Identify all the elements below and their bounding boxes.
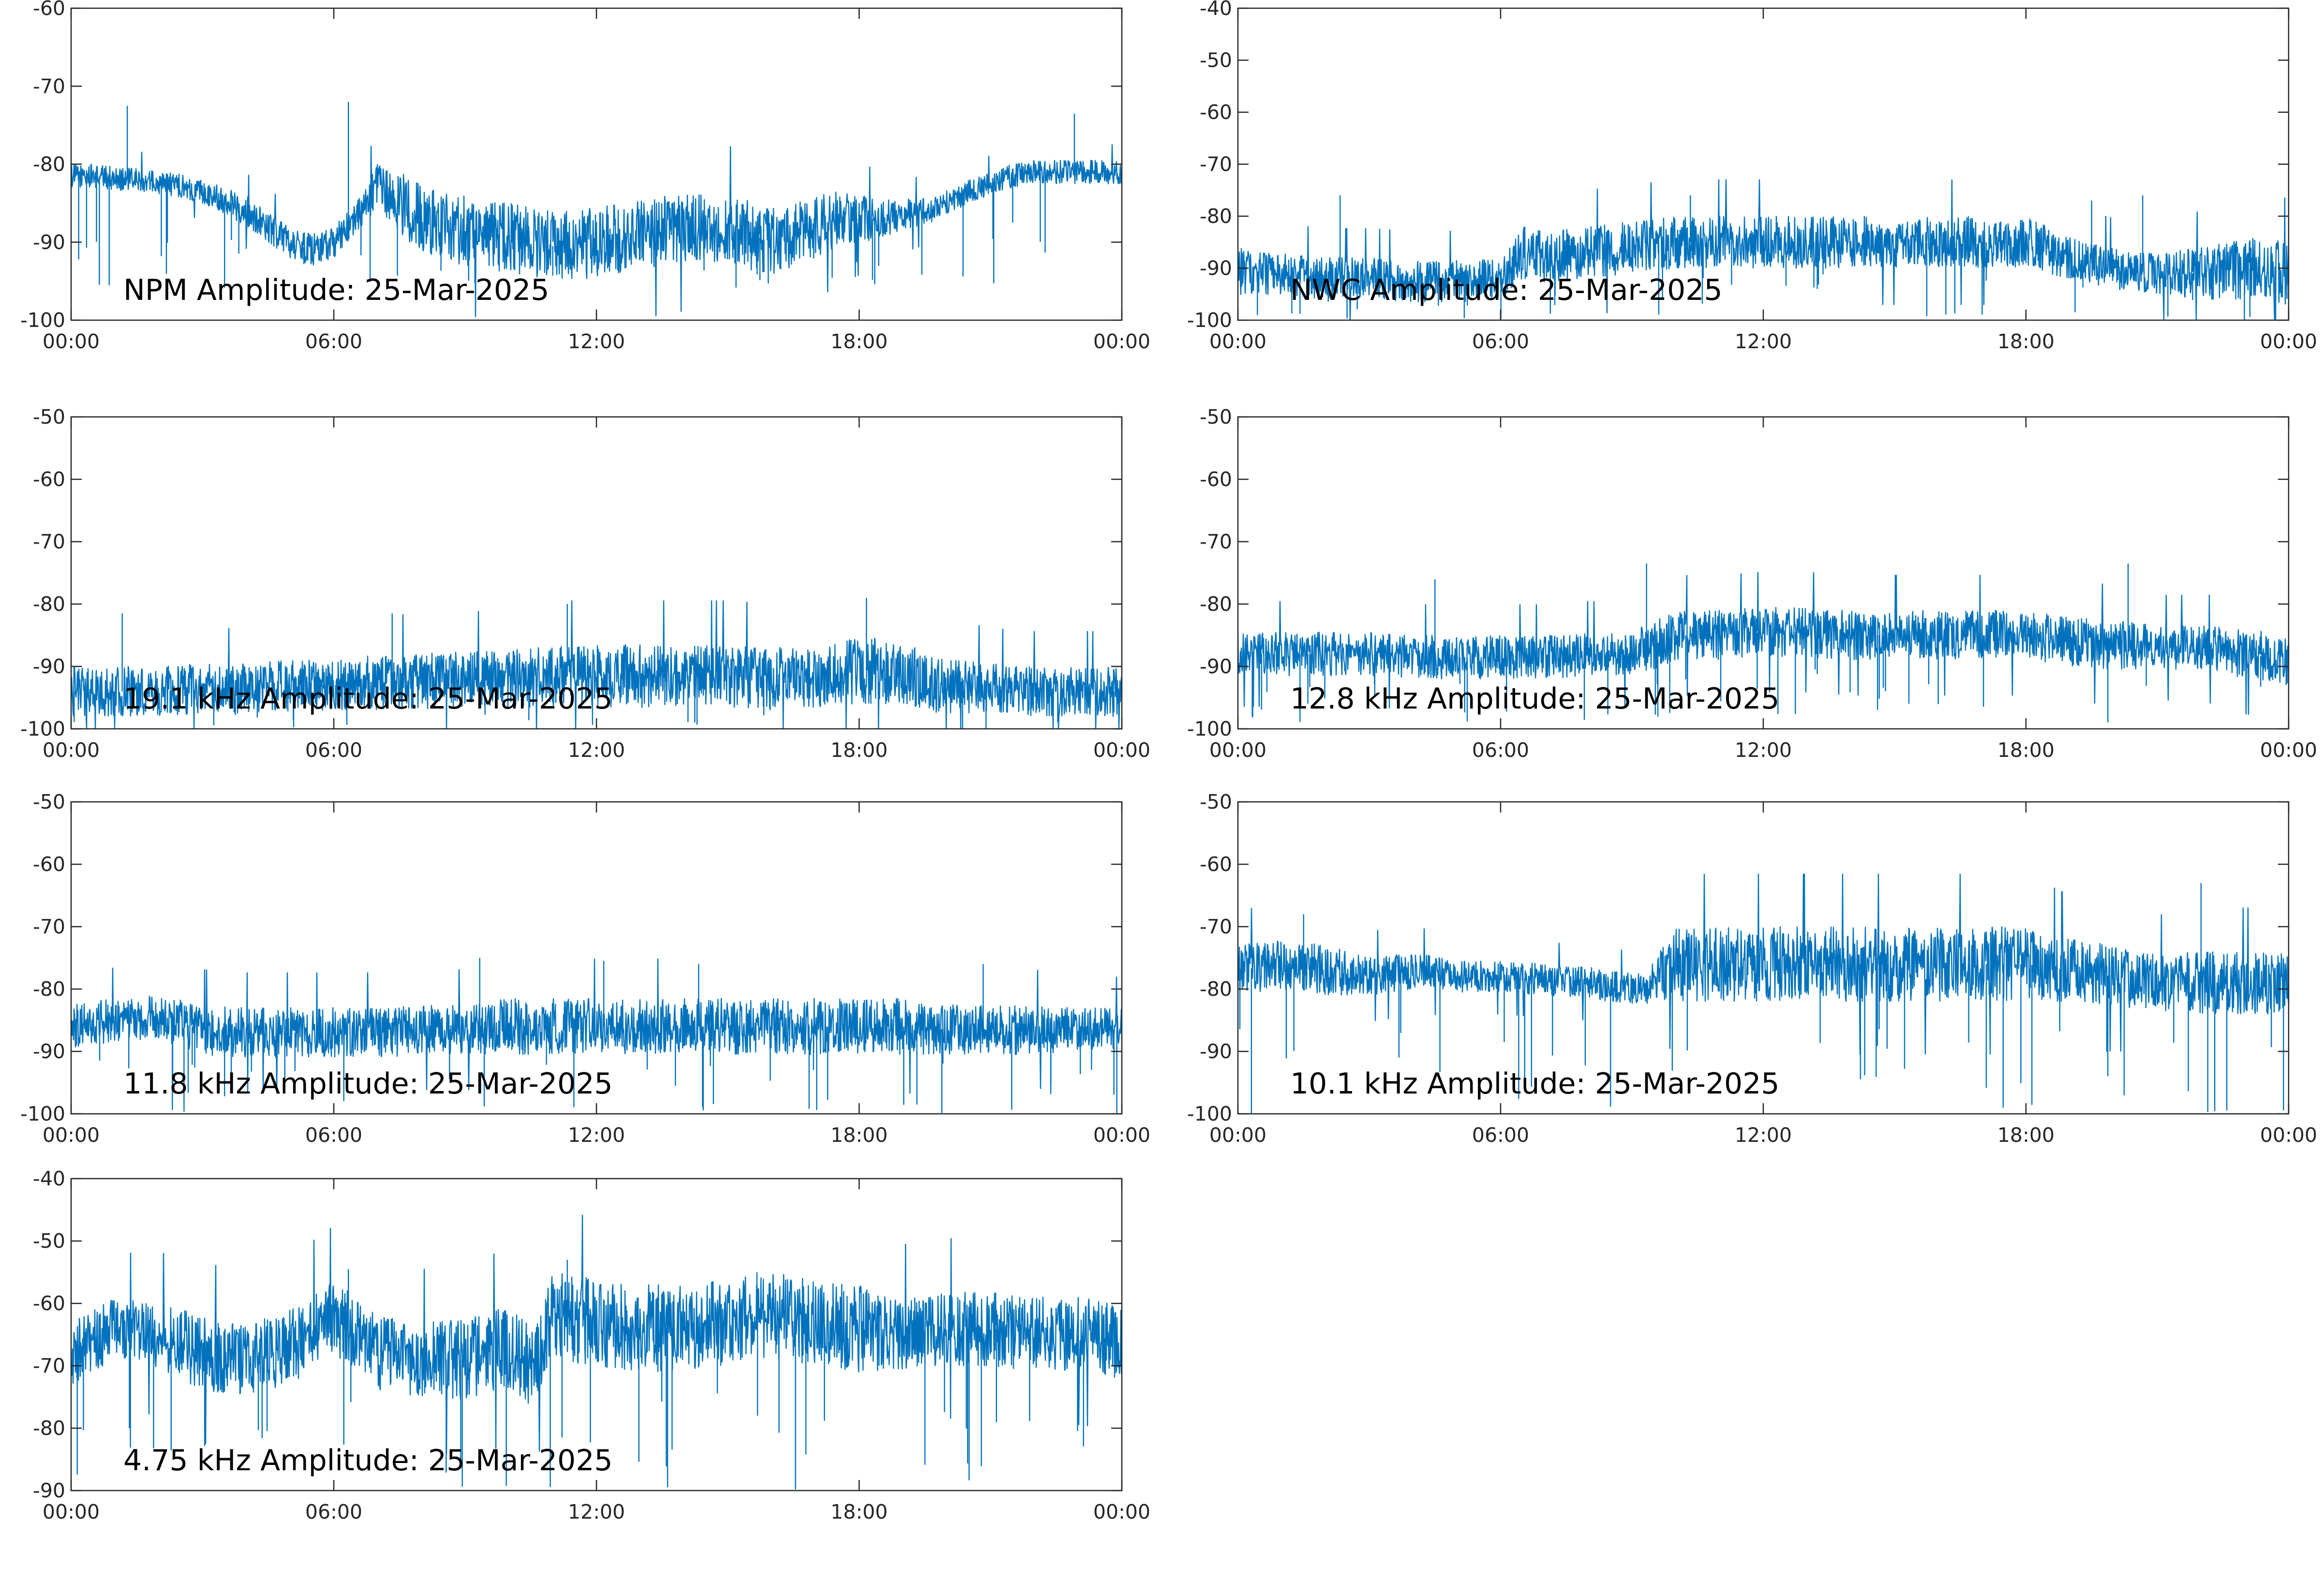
y-tick-label: -90 [1200, 257, 1232, 280]
y-tick-label: -80 [33, 153, 65, 176]
x-tick-label: 18:00 [831, 330, 888, 353]
x-tick-label: 00:00 [43, 330, 100, 353]
panel-label: NWC Amplitude: 25-Mar-2025 [1290, 273, 1723, 307]
panel-label: 10.1 kHz Amplitude: 25-Mar-2025 [1290, 1067, 1780, 1101]
panel-label: NPM Amplitude: 25-Mar-2025 [123, 273, 549, 307]
panel-label: 19.1 kHz Amplitude: 25-Mar-2025 [123, 682, 613, 716]
x-tick-label: 06:00 [305, 330, 362, 353]
y-tick-label: -100 [20, 309, 65, 332]
y-tick-label: -40 [1200, 0, 1232, 20]
y-tick-label: -70 [33, 915, 65, 938]
y-tick-label: -100 [1187, 1102, 1232, 1125]
x-tick-label: 12:00 [1735, 330, 1792, 353]
y-tick-label: -60 [1200, 101, 1232, 124]
y-tick-label: -100 [1187, 309, 1232, 332]
y-tick-label: -70 [1200, 153, 1232, 176]
y-tick-label: -60 [1200, 853, 1232, 876]
y-tick-label: -70 [1200, 530, 1232, 553]
x-tick-label: 18:00 [831, 739, 888, 762]
panel-1: -100 -90 -80 -70 -60 00:00 06:00 12:00 18:00 00:0… [20, 0, 1150, 353]
y-tick-label: -90 [1200, 655, 1232, 678]
x-tick-label: 00:00 [43, 739, 100, 762]
y-tick-label: -100 [20, 1102, 65, 1125]
x-tick-label: 06:00 [305, 739, 362, 762]
x-tick-label: 18:00 [831, 1500, 888, 1523]
x-tick-label: 00:00 [1093, 739, 1150, 762]
x-tick-label: 12:00 [568, 739, 625, 762]
x-tick-label: 00:00 [1093, 330, 1150, 353]
panel-7: -90 -80 -70 -60 -50 -40 00:00 06:00 12:00 18:00 00… [33, 1167, 1150, 1523]
y-tick-label: -60 [33, 0, 65, 20]
x-tick-label: 00:00 [1209, 330, 1266, 353]
y-tick-label: -50 [1200, 49, 1232, 72]
y-tick-label: -80 [33, 977, 65, 1001]
x-tick-label: 00:00 [43, 1500, 100, 1523]
y-tick-label: -80 [1200, 977, 1232, 1001]
panel-5: -100 -90 -80 -70 -60 -50 00:00 06:00 12:00 18:00 0… [20, 790, 1150, 1147]
x-tick-label: 06:00 [1472, 330, 1529, 353]
x-tick-label: 18:00 [1997, 1123, 2054, 1147]
amplitude-series-line [71, 1214, 1122, 1490]
panel-6: -100 -90 -80 -70 -60 -50 00:00 06:00 12:00 18:00 0… [1187, 790, 2317, 1147]
x-tick-label: 00:00 [1093, 1500, 1150, 1523]
x-tick-label: 12:00 [568, 1500, 625, 1523]
x-tick-label: 06:00 [1472, 739, 1529, 762]
y-tick-label: -50 [33, 1229, 65, 1253]
y-tick-label: -100 [20, 717, 65, 740]
y-tick-label: -80 [1200, 592, 1232, 616]
y-tick-label: -90 [33, 1479, 65, 1502]
y-tick-label: -50 [33, 790, 65, 813]
panel-label: 12.8 kHz Amplitude: 25-Mar-2025 [1290, 682, 1780, 716]
x-tick-label: 06:00 [305, 1500, 362, 1523]
amplitude-series-line [1238, 179, 2289, 320]
x-tick-label: 18:00 [1997, 330, 2054, 353]
y-tick-label: -90 [33, 1040, 65, 1063]
y-tick-label: -70 [33, 74, 65, 98]
amplitude-series-line [71, 102, 1122, 317]
x-tick-label: 00:00 [1209, 1123, 1266, 1147]
y-tick-label: -80 [33, 592, 65, 616]
x-tick-label: 12:00 [1735, 1123, 1792, 1147]
y-tick-label: -90 [33, 231, 65, 254]
x-tick-label: 00:00 [2260, 330, 2317, 353]
amplitude-series-line [1238, 873, 2289, 1114]
y-tick-label: -80 [1200, 205, 1232, 228]
y-tick-label: -70 [1200, 915, 1232, 938]
panel-label: 4.75 kHz Amplitude: 25-Mar-2025 [123, 1444, 613, 1478]
y-tick-label: -80 [33, 1417, 65, 1440]
y-tick-label: -90 [1200, 1040, 1232, 1063]
y-tick-label: -70 [33, 1354, 65, 1377]
y-tick-label: -40 [33, 1167, 65, 1190]
x-tick-label: 18:00 [1997, 739, 2054, 762]
y-tick-label: -60 [33, 1292, 65, 1315]
x-tick-label: 00:00 [43, 1123, 100, 1147]
panel-3: -100 -90 -80 -70 -60 -50 00:00 06:00 12:00 18:00 0… [20, 405, 1150, 762]
x-tick-label: 06:00 [1472, 1123, 1529, 1147]
amplitude-series-line [1238, 563, 2289, 723]
y-tick-label: -50 [33, 405, 65, 429]
y-tick-label: -60 [33, 853, 65, 876]
x-tick-label: 00:00 [2260, 1123, 2317, 1147]
amplitude-series-line [71, 598, 1122, 729]
panel-4: -100 -90 -80 -70 -60 -50 00:00 06:00 12:00 18:00 0… [1187, 405, 2317, 762]
y-tick-label: -50 [1200, 405, 1232, 429]
y-tick-label: -60 [33, 468, 65, 491]
x-tick-label: 12:00 [568, 1123, 625, 1147]
y-tick-label: -60 [1200, 468, 1232, 491]
amplitude-series-line [71, 958, 1122, 1113]
y-tick-label: -50 [1200, 790, 1232, 813]
x-tick-label: 00:00 [1209, 739, 1266, 762]
x-tick-label: 18:00 [831, 1123, 888, 1147]
x-tick-label: 12:00 [1735, 739, 1792, 762]
x-tick-label: 00:00 [1093, 1123, 1150, 1147]
y-tick-label: -100 [1187, 717, 1232, 740]
panel-2: -100 -90 -80 -70 -60 -50 -40 00:00 06:00 12:00 18:… [1187, 0, 2317, 353]
x-tick-label: 00:00 [2260, 739, 2317, 762]
y-tick-label: -90 [33, 655, 65, 678]
panel-label: 11.8 kHz Amplitude: 25-Mar-2025 [123, 1067, 613, 1101]
x-tick-label: 06:00 [305, 1123, 362, 1147]
x-tick-label: 12:00 [568, 330, 625, 353]
y-tick-label: -70 [33, 530, 65, 553]
